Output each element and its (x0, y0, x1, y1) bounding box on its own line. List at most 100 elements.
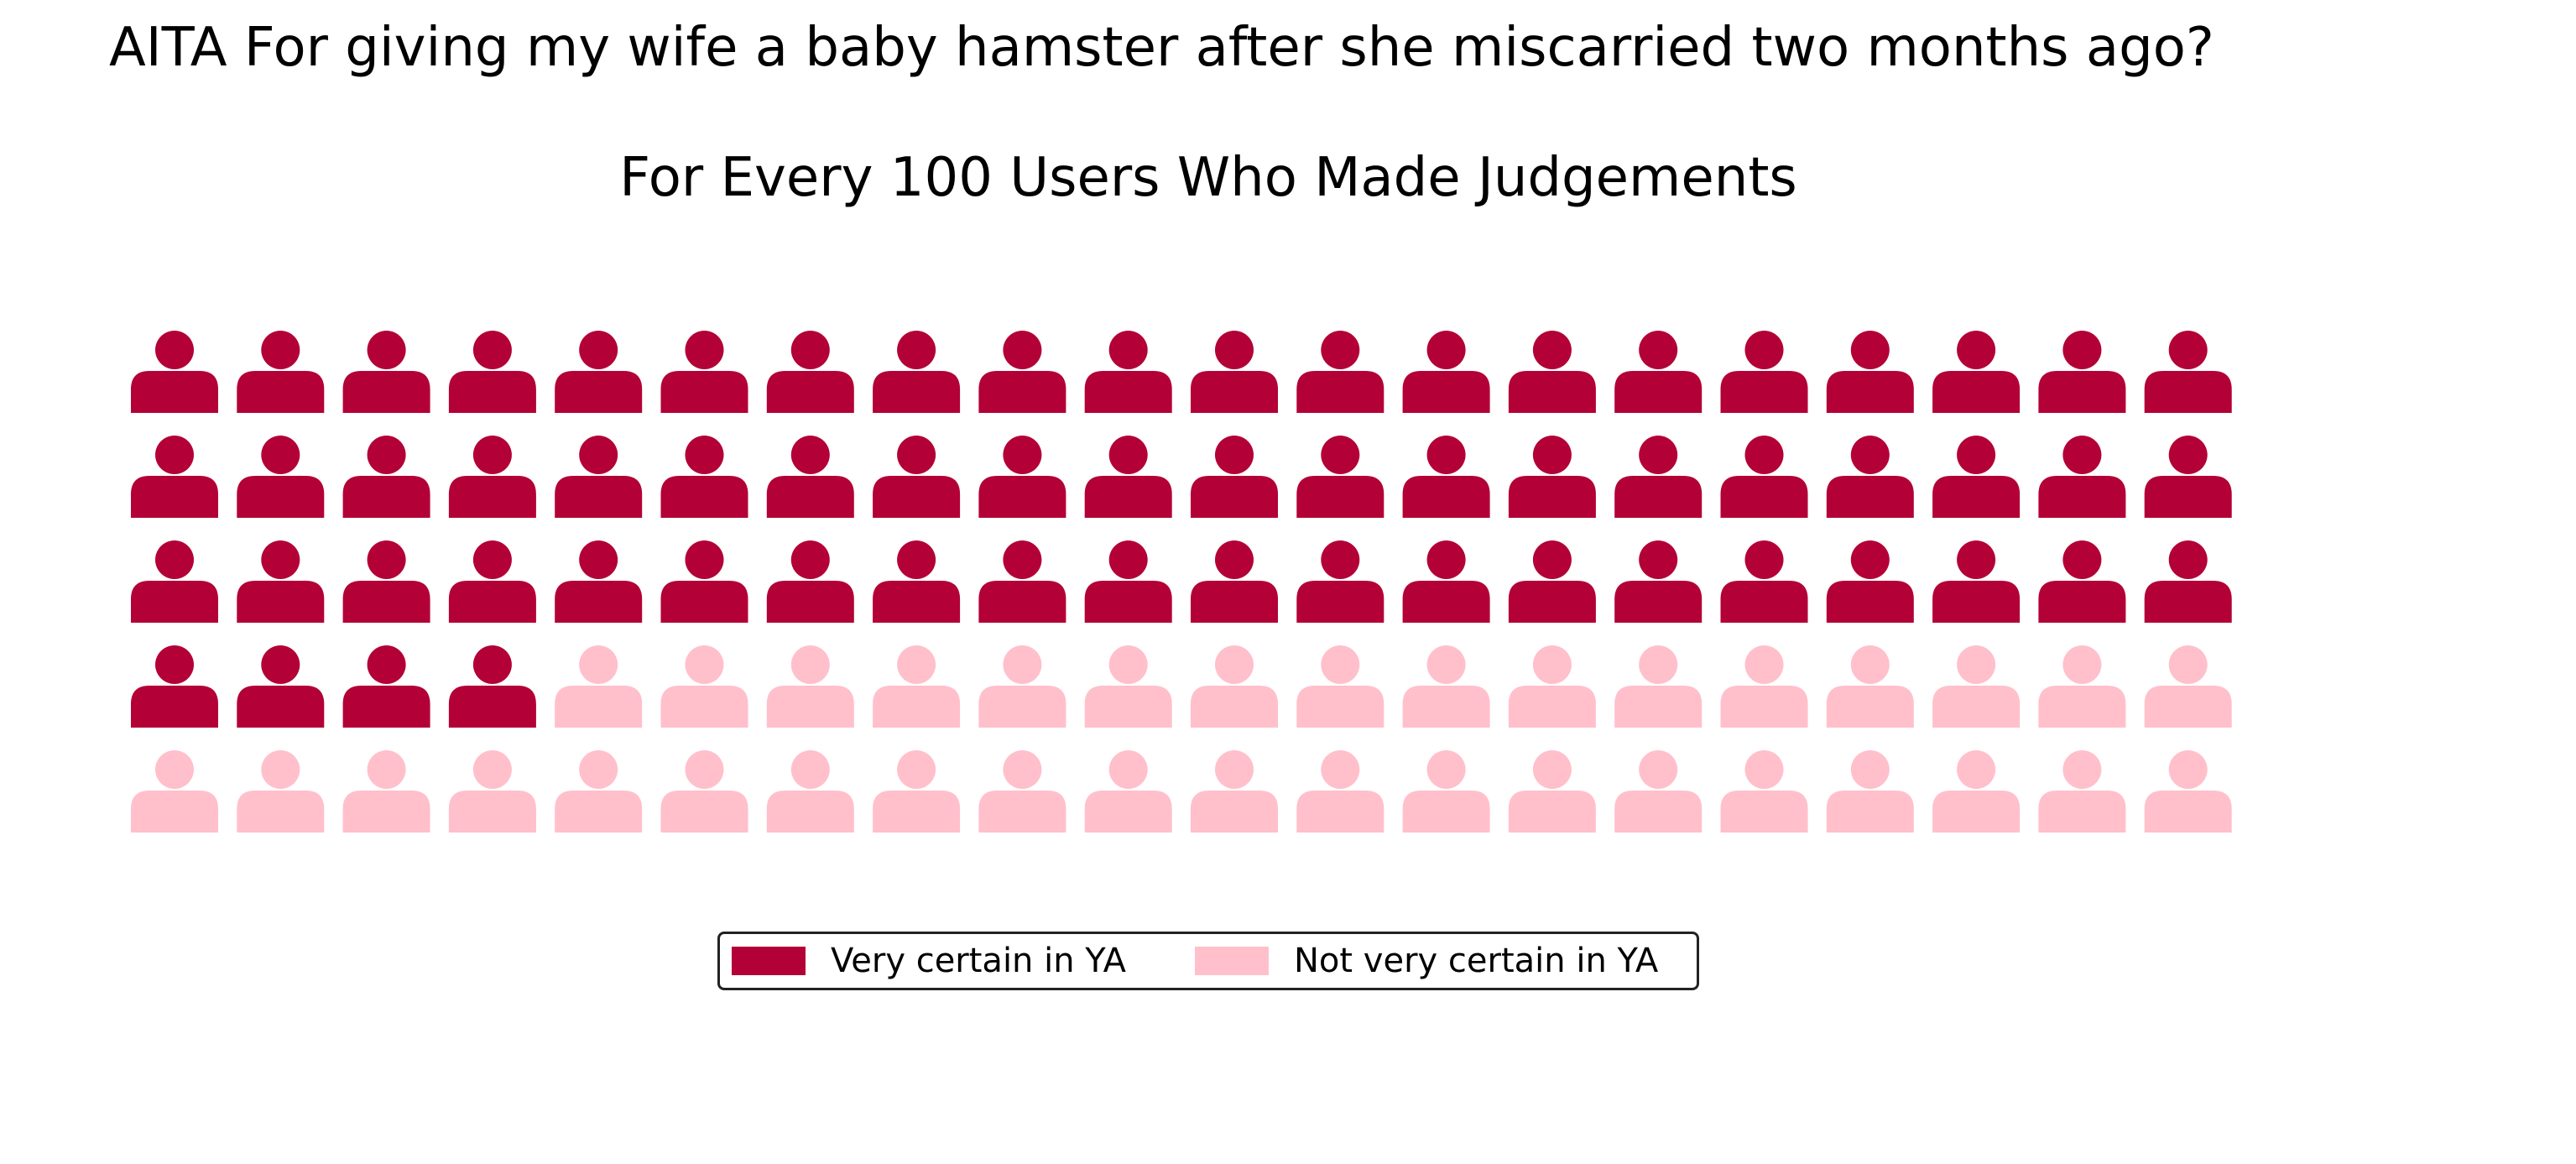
person-head (1321, 645, 1360, 684)
person-body (448, 476, 536, 518)
person-icon (1932, 750, 2021, 833)
person-head (367, 540, 406, 579)
person-icon (448, 540, 536, 623)
person-body (555, 686, 643, 728)
person-icon (1720, 540, 1808, 623)
person-body (1720, 476, 1808, 518)
person-icon (342, 331, 430, 413)
person-body (2038, 686, 2126, 728)
legend-swatch (732, 947, 806, 975)
person-icon (342, 750, 430, 833)
person-icon (1508, 750, 1596, 833)
person-icon (342, 645, 430, 728)
person-body (237, 686, 325, 728)
person-head (472, 436, 512, 474)
person-head (1003, 645, 1042, 684)
person-head (1744, 750, 1784, 789)
person-icon (978, 540, 1066, 623)
person-body (555, 791, 643, 833)
person-body (2144, 791, 2232, 833)
person-body (1720, 686, 1808, 728)
person-head (1850, 540, 1890, 579)
person-head (897, 645, 936, 684)
person-body (1614, 371, 1703, 413)
person-head (1639, 750, 1678, 789)
person-head (1639, 540, 1678, 579)
person-head (261, 436, 300, 474)
person-icon (1508, 331, 1596, 413)
person-head (1108, 331, 1148, 369)
person-head (579, 436, 618, 474)
person-body (2144, 686, 2232, 728)
person-body (766, 686, 854, 728)
person-icon (766, 540, 854, 623)
person-body (2038, 581, 2126, 623)
person-head (1532, 540, 1572, 579)
person-icon (660, 436, 748, 518)
person-icon (660, 331, 748, 413)
person-body (1508, 791, 1596, 833)
person-head (579, 331, 618, 369)
person-head (2062, 750, 2102, 789)
person-head (367, 331, 406, 369)
person-head (472, 331, 512, 369)
person-body (131, 686, 218, 728)
person-icon (660, 750, 748, 833)
person-body (766, 791, 854, 833)
person-body (1084, 371, 1172, 413)
person-icon (978, 645, 1066, 728)
person-icon (131, 750, 218, 833)
person-body (1402, 371, 1490, 413)
person-body (1296, 476, 1384, 518)
person-body (1720, 581, 1808, 623)
person-head (1003, 540, 1042, 579)
person-icon (660, 645, 748, 728)
person-icon (1402, 645, 1490, 728)
person-head (155, 331, 194, 369)
person-body (873, 791, 961, 833)
person-icon (1826, 540, 1914, 623)
person-icon (342, 436, 430, 518)
person-head (1744, 436, 1784, 474)
person-icon (555, 540, 643, 623)
chart-subtitle: For Every 100 Users Who Made Judgements (619, 147, 1797, 209)
person-body (1932, 581, 2021, 623)
person-icon (873, 645, 961, 728)
person-icon (1720, 750, 1808, 833)
person-body (1402, 581, 1490, 623)
person-icon (873, 331, 961, 413)
person-head (1639, 436, 1678, 474)
person-body (555, 371, 643, 413)
person-body (1191, 476, 1278, 518)
person-body (1191, 791, 1278, 833)
person-head (1108, 540, 1148, 579)
person-body (766, 476, 854, 518)
legend-label: Not very certain in YA (1294, 942, 1659, 980)
person-icon (237, 540, 325, 623)
person-icon (131, 436, 218, 518)
person-icon (1614, 540, 1703, 623)
person-head (1003, 436, 1042, 474)
person-body (2038, 791, 2126, 833)
person-icon (1402, 540, 1490, 623)
person-head (155, 750, 194, 789)
person-body (342, 371, 430, 413)
person-icon (1084, 645, 1172, 728)
person-body (978, 791, 1066, 833)
person-head (1744, 331, 1784, 369)
person-head (1215, 645, 1254, 684)
person-head (261, 540, 300, 579)
person-icon (1402, 436, 1490, 518)
person-body (1084, 476, 1172, 518)
person-head (790, 540, 830, 579)
person-head (897, 331, 936, 369)
person-body (1614, 791, 1703, 833)
person-icon (1720, 645, 1808, 728)
person-body (978, 371, 1066, 413)
person-body (660, 791, 748, 833)
person-head (1215, 331, 1254, 369)
person-body (237, 476, 325, 518)
legend-item-very-certain: Very certain in YA (732, 942, 1126, 980)
person-body (766, 371, 854, 413)
person-icon (448, 436, 536, 518)
